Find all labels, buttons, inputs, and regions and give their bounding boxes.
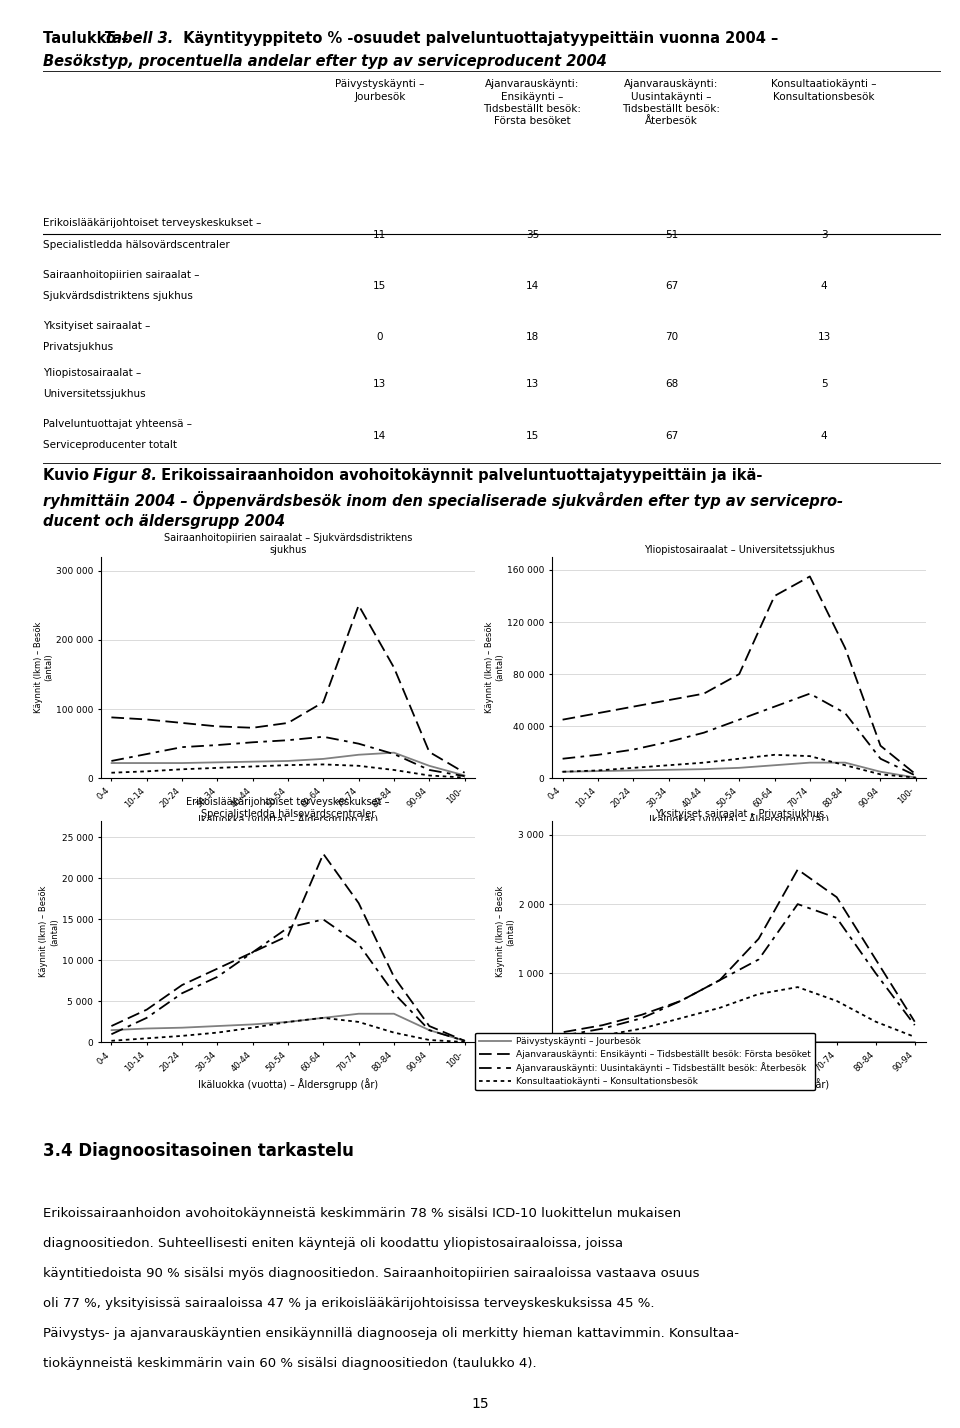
Text: 5: 5 xyxy=(821,380,828,390)
Text: ryhmittäin 2004 – Öppenvärdsbesök inom den specialiserade sjukvården efter typ a: ryhmittäin 2004 – Öppenvärdsbesök inom d… xyxy=(43,491,843,510)
Title: Sairaanhoitopiirien sairaalat – Sjukvärdsdistriktens
sjukhus: Sairaanhoitopiirien sairaalat – Sjukvärd… xyxy=(164,533,412,554)
Text: 67: 67 xyxy=(665,430,678,440)
Text: 3.4 Diagnoositasoinen tarkastelu: 3.4 Diagnoositasoinen tarkastelu xyxy=(43,1142,354,1161)
X-axis label: Ikäluokka (vuotta) – Åldersgrupp (år): Ikäluokka (vuotta) – Åldersgrupp (år) xyxy=(198,1078,378,1090)
Text: 68: 68 xyxy=(665,380,678,390)
Text: Päivystys- ja ajanvarauskäyntien ensikäynnillä diagnooseja oli merkitty hieman k: Päivystys- ja ajanvarauskäyntien ensikäy… xyxy=(43,1327,739,1339)
Text: 13: 13 xyxy=(526,380,539,390)
Text: Besökstyp, procentuella andelar efter typ av serviceproducent 2004: Besökstyp, procentuella andelar efter ty… xyxy=(43,54,607,70)
Text: Privatsjukhus: Privatsjukhus xyxy=(43,343,113,353)
Text: Käyntityyppiteto % -osuudet palveluntuottajatyypeittäin vuonna 2004 –: Käyntityyppiteto % -osuudet palveluntuot… xyxy=(178,31,778,47)
Text: Figur 8.: Figur 8. xyxy=(93,468,157,484)
Title: Yksityiset sairaalat – Privatsjukhus: Yksityiset sairaalat – Privatsjukhus xyxy=(655,808,824,818)
Text: Taulukko –: Taulukko – xyxy=(43,31,133,47)
Title: Erikoislääkärijohtoiset terveyskeskukset –
Specialistledda hälsovärdscentraler: Erikoislääkärijohtoiset terveyskeskukset… xyxy=(186,797,390,818)
Text: Ajanvarauskäynti:
Uusintakäynti –
Tidsbeställt besök:
Återbesök: Ajanvarauskäynti: Uusintakäynti – Tidsbe… xyxy=(622,79,721,127)
Y-axis label: Käynnit (lkm) – Besök
(antal): Käynnit (lkm) – Besök (antal) xyxy=(34,623,53,713)
Text: 4: 4 xyxy=(821,430,828,440)
Text: 15: 15 xyxy=(373,281,387,291)
Text: 15: 15 xyxy=(526,430,539,440)
Text: Yliopistosairaalat –: Yliopistosairaalat – xyxy=(43,367,141,377)
Text: Erikoissairaanhoidon avohoitokäynneistä keskimmärin 78 % sisälsi ICD-10 luokitte: Erikoissairaanhoidon avohoitokäynneistä … xyxy=(43,1207,682,1220)
X-axis label: Ikäluokka (vuotta) – Åldersgrupp (år): Ikäluokka (vuotta) – Åldersgrupp (år) xyxy=(649,1078,829,1090)
Text: Tabell 3.: Tabell 3. xyxy=(104,31,173,47)
X-axis label: Ikäluokka (vuotta) – Åldersgrupp (år): Ikäluokka (vuotta) – Åldersgrupp (år) xyxy=(198,814,378,825)
Text: Palveluntuottajat yhteensä –: Palveluntuottajat yhteensä – xyxy=(43,418,192,428)
Text: Specialistledda hälsovärdscentraler: Specialistledda hälsovärdscentraler xyxy=(43,240,230,250)
Text: Konsultaatiokäynti –
Konsultationsbesök: Konsultaatiokäynti – Konsultationsbesök xyxy=(772,79,876,101)
Text: Kuvio –: Kuvio – xyxy=(43,468,107,484)
Text: Erikoislääkärijohtoiset terveyskeskukset –: Erikoislääkärijohtoiset terveyskeskukset… xyxy=(43,218,261,228)
Text: 14: 14 xyxy=(373,430,387,440)
Text: Ajanvarauskäynti:
Ensikäynti –
Tidsbeställt besök:
Första besöket: Ajanvarauskäynti: Ensikäynti – Tidsbestä… xyxy=(484,79,582,127)
Text: 35: 35 xyxy=(526,230,539,240)
Text: 0: 0 xyxy=(376,333,383,343)
Y-axis label: Käynnit (lkm) – Besök
(antal): Käynnit (lkm) – Besök (antal) xyxy=(485,623,504,713)
Text: 11: 11 xyxy=(373,230,387,240)
Y-axis label: Käynnit (lkm) – Besök
(antal): Käynnit (lkm) – Besök (antal) xyxy=(496,887,516,977)
Text: Erikoissairaanhoidon avohoitokäynnit palveluntuottajatyypeittäin ja ikä-: Erikoissairaanhoidon avohoitokäynnit pal… xyxy=(156,468,763,484)
Legend: Päivystyskäynti – Jourbesök, Ajanvarauskäynti: Ensikäynti – Tidsbeställt besök: : Päivystyskäynti – Jourbesök, Ajanvarausk… xyxy=(475,1032,815,1091)
Text: ducent och äldersgrupp 2004: ducent och äldersgrupp 2004 xyxy=(43,514,285,530)
Text: 18: 18 xyxy=(526,333,539,343)
Text: 4: 4 xyxy=(821,281,828,291)
Text: 67: 67 xyxy=(665,281,678,291)
Text: 13: 13 xyxy=(818,333,830,343)
Text: tiokäynneistä keskimmärin vain 60 % sisälsi diagnoositiedon (taulukko 4).: tiokäynneistä keskimmärin vain 60 % sisä… xyxy=(43,1357,537,1369)
Text: käyntitiedoista 90 % sisälsi myös diagnoositiedon. Sairaanhoitopiirien sairaaloi: käyntitiedoista 90 % sisälsi myös diagno… xyxy=(43,1267,700,1279)
Text: Sairaanhoitopiirien sairaalat –: Sairaanhoitopiirien sairaalat – xyxy=(43,270,200,280)
Text: Sjukvärdsdistriktens sjukhus: Sjukvärdsdistriktens sjukhus xyxy=(43,291,193,301)
Text: 15: 15 xyxy=(471,1397,489,1411)
Y-axis label: Käynnit (lkm) – Besök
(antal): Käynnit (lkm) – Besök (antal) xyxy=(39,887,59,977)
Text: Yksityiset sairaalat –: Yksityiset sairaalat – xyxy=(43,320,151,330)
Text: 14: 14 xyxy=(526,281,539,291)
Text: 3: 3 xyxy=(821,230,828,240)
Text: Serviceproducenter totalt: Serviceproducenter totalt xyxy=(43,440,178,450)
Title: Yliopistosairaalat – Universitetssjukhus: Yliopistosairaalat – Universitetssjukhus xyxy=(644,544,834,554)
Text: 70: 70 xyxy=(665,333,678,343)
Text: 13: 13 xyxy=(373,380,387,390)
Text: 51: 51 xyxy=(665,230,678,240)
Text: Universitetssjukhus: Universitetssjukhus xyxy=(43,390,146,400)
Text: diagnoositiedon. Suhteellisesti eniten käyntejä oli koodattu yliopistosairaalois: diagnoositiedon. Suhteellisesti eniten k… xyxy=(43,1237,623,1250)
Text: oli 77 %, yksityisissä sairaaloissa 47 % ja erikoislääkärijohtoisissa terveyskes: oli 77 %, yksityisissä sairaaloissa 47 %… xyxy=(43,1297,655,1309)
Text: Päivystyskäynti –
Jourbesök: Päivystyskäynti – Jourbesök xyxy=(335,79,424,101)
X-axis label: Ikäluokka (vuotta) – Åldersgrupp (år): Ikäluokka (vuotta) – Åldersgrupp (år) xyxy=(649,814,829,825)
